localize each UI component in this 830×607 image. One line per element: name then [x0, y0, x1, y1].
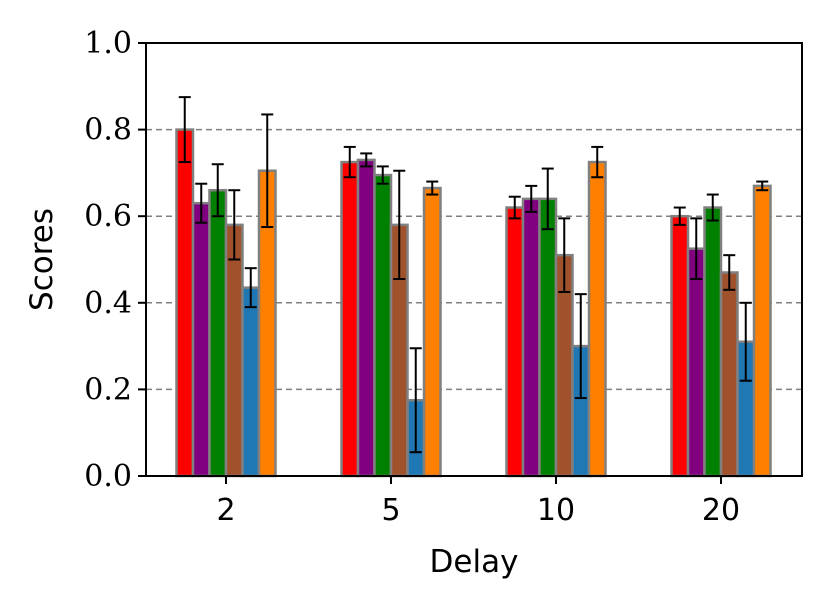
bar	[208, 188, 228, 478]
x-tick-label: 20	[702, 493, 740, 528]
bar	[703, 206, 723, 478]
y-tick-label: 0.2	[84, 372, 132, 407]
bar	[356, 158, 376, 478]
bar	[340, 160, 360, 478]
bars	[175, 128, 772, 478]
bar	[719, 271, 739, 478]
bar	[752, 184, 772, 478]
bar	[175, 128, 195, 478]
bar	[670, 214, 690, 478]
y-tick-label: 1.0	[84, 26, 132, 61]
x-axis-label: Delay	[430, 544, 519, 580]
y-tick-label: 0.6	[84, 199, 132, 234]
y-axis: 0.0 0.2 0.4 0.6 0.8 1.0	[84, 26, 146, 494]
bar	[422, 186, 442, 478]
bar	[191, 201, 211, 478]
x-tick-label: 5	[381, 493, 400, 528]
error-bars	[178, 96, 769, 454]
bar	[587, 160, 607, 478]
x-tick-label: 10	[537, 493, 575, 528]
x-axis: 2 5 10 20	[216, 476, 740, 528]
y-tick-label: 0.0	[84, 459, 132, 494]
y-tick-label: 0.8	[84, 113, 132, 148]
bar	[224, 223, 244, 478]
bar	[505, 206, 525, 478]
bar	[373, 173, 393, 478]
bar	[241, 286, 261, 478]
bar	[521, 197, 541, 478]
bar	[686, 247, 706, 478]
x-tick-label: 2	[216, 493, 235, 528]
y-axis-label: Scores	[24, 208, 60, 311]
y-tick-label: 0.4	[84, 286, 132, 321]
plot-frame	[145, 42, 803, 477]
bar	[538, 197, 558, 478]
